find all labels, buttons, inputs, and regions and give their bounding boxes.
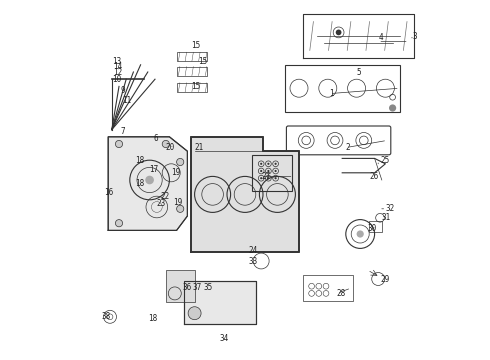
- Text: 37: 37: [193, 284, 202, 292]
- Text: 18: 18: [148, 314, 157, 323]
- Circle shape: [176, 158, 184, 166]
- Bar: [252, 155, 292, 191]
- Text: 3: 3: [413, 32, 417, 41]
- Circle shape: [188, 307, 201, 320]
- Text: 19: 19: [171, 168, 180, 177]
- Text: 28: 28: [337, 289, 346, 298]
- Text: 15: 15: [198, 57, 207, 66]
- Circle shape: [260, 170, 262, 172]
- Text: 18: 18: [135, 179, 145, 188]
- Circle shape: [389, 104, 396, 112]
- Text: 11: 11: [122, 96, 132, 105]
- Text: 2: 2: [346, 143, 350, 152]
- Text: 35: 35: [204, 284, 213, 292]
- Circle shape: [357, 230, 364, 238]
- Text: 26: 26: [369, 172, 378, 181]
- Text: 1: 1: [330, 89, 334, 98]
- Circle shape: [145, 176, 154, 184]
- Text: 4: 4: [378, 33, 383, 42]
- Circle shape: [268, 170, 270, 172]
- Text: 13: 13: [112, 57, 121, 66]
- Polygon shape: [166, 270, 195, 302]
- Polygon shape: [108, 137, 187, 230]
- Text: 17: 17: [149, 165, 159, 174]
- Polygon shape: [184, 281, 256, 324]
- Text: 34: 34: [220, 334, 229, 343]
- Circle shape: [260, 163, 262, 165]
- Text: 31: 31: [382, 213, 391, 222]
- Text: 19: 19: [173, 198, 182, 207]
- Text: 30: 30: [368, 224, 377, 233]
- Text: 16: 16: [104, 188, 113, 197]
- Text: 12: 12: [114, 68, 123, 77]
- Text: 18: 18: [135, 156, 145, 165]
- Text: 22: 22: [160, 192, 170, 201]
- Text: 6: 6: [153, 134, 158, 143]
- Text: 10: 10: [112, 75, 121, 84]
- Circle shape: [268, 163, 270, 165]
- Circle shape: [162, 140, 170, 148]
- Text: 24: 24: [248, 246, 258, 255]
- Text: 9: 9: [121, 86, 125, 95]
- Bar: [369, 221, 382, 232]
- Text: 21: 21: [195, 143, 204, 152]
- Circle shape: [116, 220, 122, 227]
- Circle shape: [274, 163, 277, 165]
- Circle shape: [268, 177, 270, 179]
- Bar: [285, 65, 400, 112]
- Text: 15: 15: [191, 82, 200, 91]
- Text: 7: 7: [121, 127, 125, 136]
- Bar: [176, 52, 207, 61]
- Text: 5: 5: [357, 68, 361, 77]
- Circle shape: [116, 140, 122, 148]
- Bar: [176, 67, 207, 76]
- Circle shape: [336, 30, 342, 35]
- Text: 23: 23: [157, 199, 166, 208]
- Text: 15: 15: [191, 41, 200, 50]
- Polygon shape: [191, 137, 299, 252]
- Text: 36: 36: [182, 284, 191, 292]
- Bar: [303, 275, 353, 301]
- Circle shape: [274, 170, 277, 172]
- Text: 32: 32: [386, 204, 394, 213]
- Text: 38: 38: [101, 312, 110, 321]
- Circle shape: [176, 205, 184, 212]
- Text: 33: 33: [248, 256, 258, 266]
- Circle shape: [274, 177, 277, 179]
- Text: 29: 29: [380, 275, 389, 284]
- Bar: [176, 83, 207, 92]
- Circle shape: [260, 177, 262, 179]
- Text: 27: 27: [261, 172, 270, 181]
- Text: 25: 25: [380, 156, 389, 165]
- Text: 14: 14: [114, 62, 123, 71]
- Text: 20: 20: [166, 143, 175, 152]
